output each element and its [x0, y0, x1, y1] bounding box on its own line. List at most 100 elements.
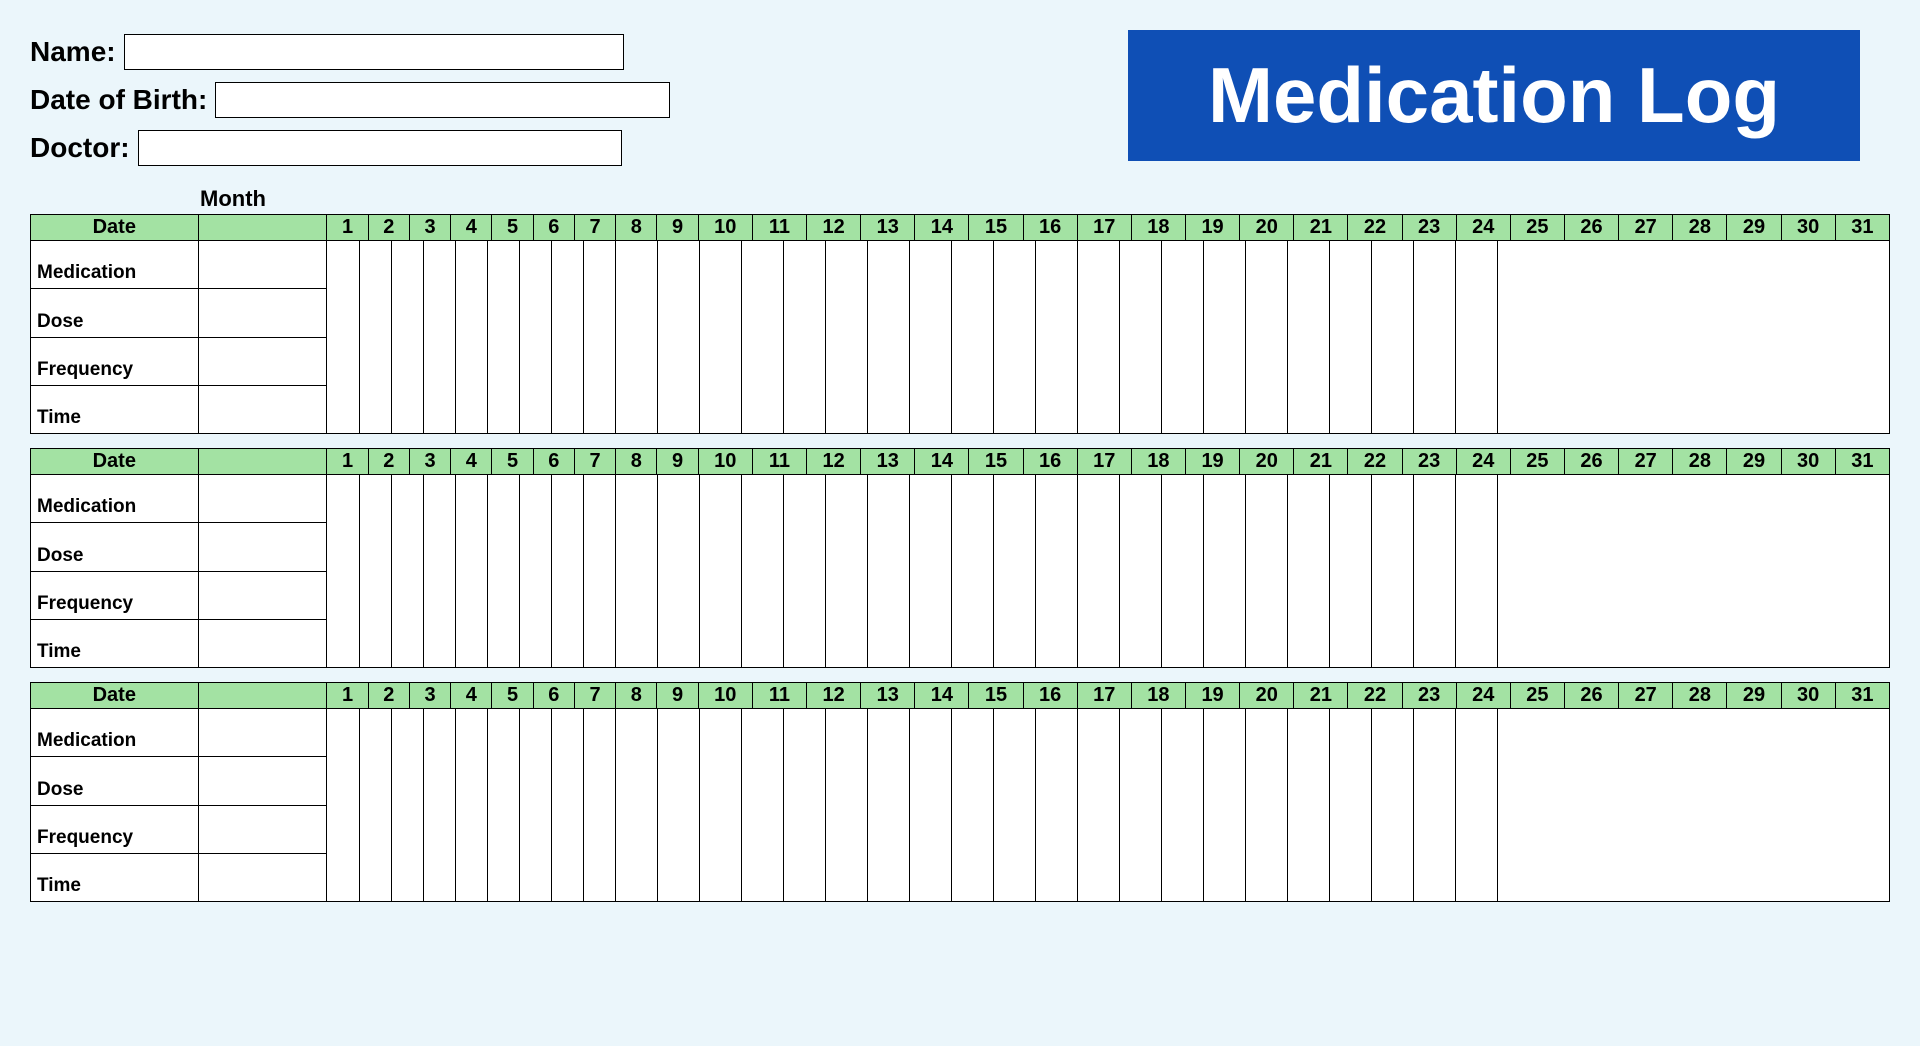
day-header: 30 [1781, 683, 1835, 709]
day-header: 9 [657, 449, 698, 475]
row-value[interactable] [198, 337, 327, 385]
day-header: 12 [807, 449, 861, 475]
row-value[interactable] [198, 571, 327, 619]
day-header: 1 [327, 449, 368, 475]
day-header: 28 [1673, 683, 1727, 709]
day-header: 28 [1673, 449, 1727, 475]
day-header: 17 [1077, 449, 1131, 475]
row-label: Dose [31, 757, 199, 805]
day-header: 10 [698, 215, 752, 241]
row-value[interactable] [198, 523, 327, 571]
row-value[interactable] [198, 853, 327, 901]
day-header: 7 [574, 683, 615, 709]
day-header: 9 [657, 683, 698, 709]
day-header: 14 [915, 215, 969, 241]
day-header: 15 [969, 449, 1023, 475]
row-value[interactable] [198, 619, 327, 667]
day-header: 20 [1240, 683, 1294, 709]
day-header: 3 [409, 683, 450, 709]
day-header: 23 [1402, 683, 1456, 709]
row-label: Dose [31, 523, 199, 571]
day-header: 13 [861, 449, 915, 475]
day-header: 15 [969, 683, 1023, 709]
row-label: Medication [31, 475, 199, 523]
log-table: Date123456789101112131415161718192021222… [30, 448, 1890, 668]
row-label: Frequency [31, 805, 199, 853]
day-header: 19 [1186, 215, 1240, 241]
day-header: 6 [533, 449, 574, 475]
day-header: 18 [1131, 215, 1185, 241]
row-value[interactable] [198, 289, 327, 337]
day-header: 20 [1240, 449, 1294, 475]
tracking-grid[interactable] [327, 709, 1890, 902]
row-label: Time [31, 619, 199, 667]
day-header: 22 [1348, 683, 1402, 709]
day-header: 11 [752, 215, 806, 241]
day-header: 4 [451, 215, 492, 241]
day-header: 30 [1781, 449, 1835, 475]
row-label: Medication [31, 709, 199, 757]
row-value[interactable] [198, 709, 327, 757]
tracking-grid[interactable] [327, 241, 1890, 434]
day-header: 22 [1348, 215, 1402, 241]
day-header: 4 [451, 449, 492, 475]
day-header: 9 [657, 215, 698, 241]
row-value[interactable] [198, 385, 327, 433]
day-header: 14 [915, 683, 969, 709]
date-header: Date [31, 215, 199, 241]
row-label: Time [31, 385, 199, 433]
dob-input[interactable] [215, 82, 670, 118]
day-header: 11 [752, 683, 806, 709]
row-value[interactable] [198, 805, 327, 853]
day-header: 27 [1619, 449, 1673, 475]
day-header: 13 [861, 683, 915, 709]
row-label: Medication [31, 241, 199, 289]
day-header: 21 [1294, 683, 1348, 709]
row-label: Frequency [31, 571, 199, 619]
day-header: 10 [698, 449, 752, 475]
day-header: 29 [1727, 683, 1781, 709]
day-header: 8 [616, 683, 657, 709]
month-heading: Month [200, 186, 1890, 212]
day-header: 2 [368, 683, 409, 709]
day-header: 2 [368, 449, 409, 475]
day-header: 6 [533, 683, 574, 709]
day-header: 19 [1186, 683, 1240, 709]
log-table: Date123456789101112131415161718192021222… [30, 214, 1890, 434]
day-header: 7 [574, 215, 615, 241]
log-table: Date123456789101112131415161718192021222… [30, 682, 1890, 902]
day-header: 19 [1186, 449, 1240, 475]
tracking-grid[interactable] [327, 475, 1890, 668]
table-row: Medication [31, 241, 1890, 289]
day-header: 5 [492, 449, 533, 475]
day-header: 30 [1781, 215, 1835, 241]
day-header: 26 [1564, 215, 1618, 241]
day-header: 5 [492, 215, 533, 241]
day-header: 26 [1564, 683, 1618, 709]
day-header: 24 [1456, 449, 1510, 475]
day-header: 3 [409, 449, 450, 475]
day-header: 23 [1402, 449, 1456, 475]
day-header: 18 [1131, 449, 1185, 475]
page-title: Medication Log [1128, 30, 1860, 161]
day-header: 6 [533, 215, 574, 241]
row-label: Frequency [31, 337, 199, 385]
day-header: 31 [1835, 215, 1889, 241]
row-value[interactable] [198, 475, 327, 523]
day-header: 25 [1510, 215, 1564, 241]
doctor-input[interactable] [138, 130, 622, 166]
day-header: 7 [574, 449, 615, 475]
day-header: 1 [327, 215, 368, 241]
day-header: 26 [1564, 449, 1618, 475]
day-header: 25 [1510, 449, 1564, 475]
name-input[interactable] [124, 34, 624, 70]
day-header: 27 [1619, 683, 1673, 709]
day-header: 15 [969, 215, 1023, 241]
row-value[interactable] [198, 241, 327, 289]
row-value[interactable] [198, 757, 327, 805]
day-header: 16 [1023, 683, 1077, 709]
row-label: Time [31, 853, 199, 901]
day-header: 13 [861, 215, 915, 241]
row-label: Dose [31, 289, 199, 337]
day-header: 24 [1456, 683, 1510, 709]
